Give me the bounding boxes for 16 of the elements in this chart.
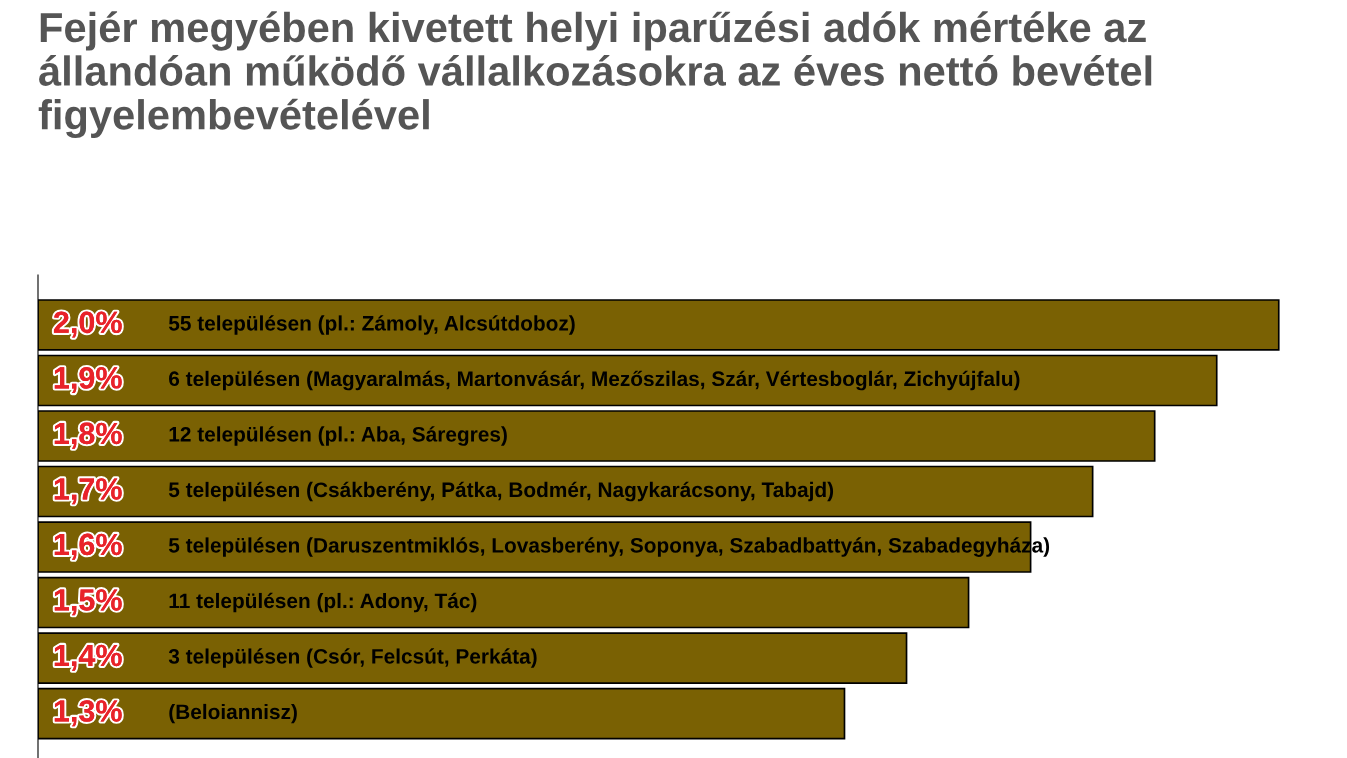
- y-tick-label: 6 településen (Magyaralmás, Martonvásár, Mezőszilas, Szár, Vértesboglár, Zichyújfalu): [169, 370, 1020, 391]
- data-label: 1,6%: [54, 533, 122, 560]
- y-tick-label: 55 településen (pl.: Zámoly, Alcsútdoboz): [168, 315, 575, 335]
- data-label: 1,8%: [54, 422, 122, 449]
- y-tick-label: 5 településen (Csákberény, Pátka, Bodmér, Nagykarácsony, Tabajd): [168, 481, 834, 502]
- data-label: 1,5%: [54, 589, 122, 616]
- data-label: 2,0%: [53, 311, 122, 338]
- y-tick-label: 12 településen (pl.: Aba, Sáregres): [169, 426, 507, 446]
- chart-title: Fejér megyében kivetett helyi iparűzési adók mértéke az állandóan működő vállalkozásokra az éves nettó bevétel figyelembevételével: [38, 11, 1152, 139]
- data-label: 1,9%: [54, 367, 122, 394]
- y-tick-label: 11 településen (pl.: Adony, Tác): [169, 592, 477, 613]
- data-label: 1,4%: [54, 644, 122, 671]
- y-tick-label: (Beloiannisz): [169, 703, 297, 724]
- data-label: 1,3%: [54, 700, 122, 727]
- data-label: 1,7%: [54, 478, 122, 505]
- y-tick-label: 3 településen (Csór, Felcsút, Perkáta): [168, 648, 537, 668]
